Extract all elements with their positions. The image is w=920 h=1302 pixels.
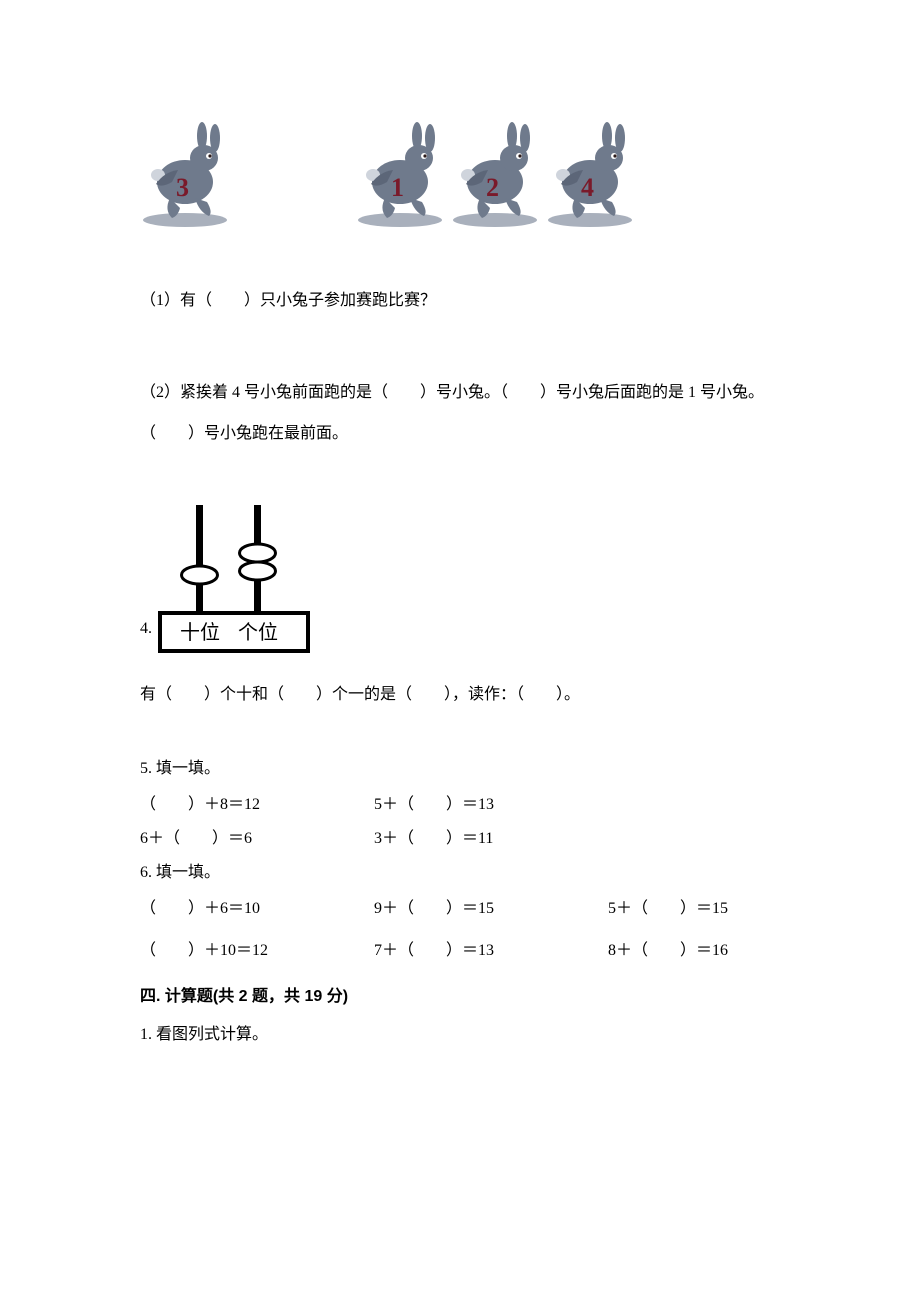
question-2: （2）紧挨着 4 号小兔前面跑的是（ ）号小兔。（ ）号小兔后面跑的是 1 号小… — [140, 372, 780, 455]
question-4-text: 有（ ）个十和（ ）个一的是（ ），读作：（ ）。 — [140, 683, 780, 707]
question-5: 5. 填一填。 （ ）＋8＝12 5＋（ ）＝13 6＋（ ）＝6 3＋（ ）＝… — [140, 757, 780, 851]
abacus-icon: 十位 个位 — [154, 505, 314, 655]
q6-eq: 8＋（ ）＝16 — [608, 939, 728, 963]
question-4-figure: 4. 十位 个位 — [140, 505, 780, 655]
q6-eq: （ ）＋6＝10 — [140, 897, 370, 921]
rabbit-2: 2 — [450, 120, 545, 230]
rabbit-3: 3 — [140, 120, 235, 230]
abacus-ones-label: 个位 — [238, 621, 278, 644]
q5-eq: 6＋（ ）＝6 — [140, 827, 370, 851]
q6-eq: （ ）＋10＝12 — [140, 939, 370, 963]
q5-eq: （ ）＋8＝12 — [140, 793, 370, 817]
question-6: 6. 填一填。 （ ）＋6＝10 9＋（ ）＝15 5＋（ ）＝15 （ ）＋1… — [140, 861, 780, 963]
rabbit-4: 4 — [545, 120, 640, 230]
rabbit-1: 1 — [355, 120, 450, 230]
q5-eq: 5＋（ ）＝13 — [374, 793, 494, 817]
question-6-title: 6. 填一填。 — [140, 861, 780, 885]
q6-row-1: （ ）＋6＝10 9＋（ ）＝15 5＋（ ）＝15 — [140, 897, 780, 921]
question-5-title: 5. 填一填。 — [140, 757, 780, 781]
q5-eq: 3＋（ ）＝11 — [374, 827, 493, 851]
q5-row-1: （ ）＋8＝12 5＋（ ）＝13 — [140, 793, 780, 817]
section-4-heading: 四. 计算题(共 2 题，共 19 分) — [140, 985, 780, 1009]
q6-row-2: （ ）＋10＝12 7＋（ ）＝13 8＋（ ）＝16 — [140, 939, 780, 963]
section-4-item-1: 1. 看图列式计算。 — [140, 1023, 780, 1047]
rabbit-number: 2 — [486, 168, 499, 207]
q5-row-2: 6＋（ ）＝6 3＋（ ）＝11 — [140, 827, 780, 851]
rabbit-number: 4 — [581, 168, 594, 207]
abacus-tens-label: 十位 — [180, 621, 220, 644]
rabbit-number: 1 — [391, 168, 404, 207]
question-4-prefix: 4. — [140, 617, 154, 655]
worksheet-page: 3 1 — [0, 0, 920, 1107]
q6-eq: 7＋（ ）＝13 — [374, 939, 604, 963]
q6-eq: 9＋（ ）＝15 — [374, 897, 604, 921]
question-1: （1）有（ ）只小兔子参加赛跑比赛？ — [140, 280, 780, 322]
rabbit-row: 3 1 — [140, 110, 780, 230]
rabbit-number: 3 — [176, 168, 189, 207]
q6-eq: 5＋（ ）＝15 — [608, 897, 728, 921]
